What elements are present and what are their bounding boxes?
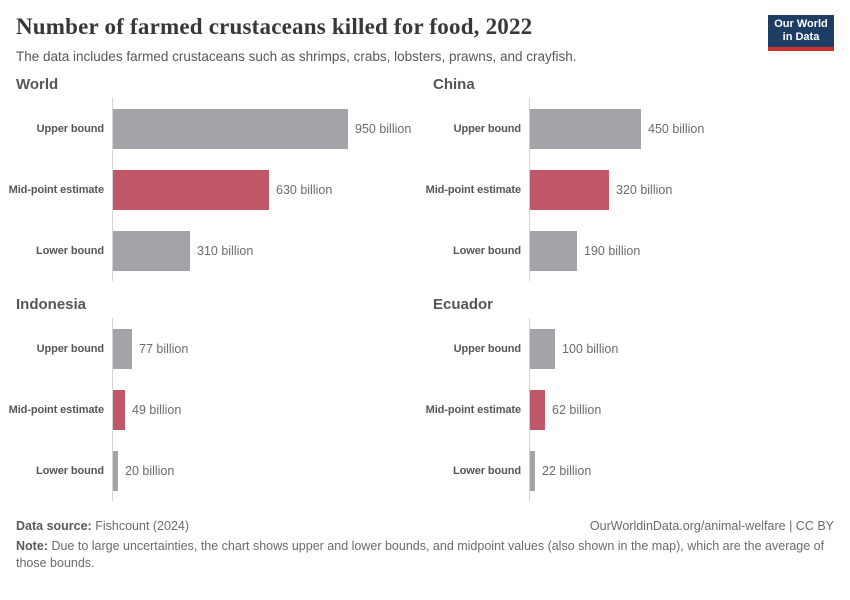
- upper-bound-bar: [530, 328, 555, 369]
- value-label: 22 billion: [542, 463, 592, 478]
- facet-grid: World Upper bound 950 billion Mid-point …: [9, 76, 834, 501]
- chart-panel-world: World Upper bound 950 billion Mid-point …: [9, 76, 417, 281]
- bar-plot-area: 62 billion: [529, 379, 834, 440]
- lower-bound-bar: [113, 230, 190, 271]
- bar-row: Mid-point estimate 49 billion: [9, 379, 417, 440]
- value-label: 62 billion: [552, 402, 602, 417]
- bar-row: Mid-point estimate 62 billion: [426, 379, 834, 440]
- panel-title-china: China: [433, 76, 475, 93]
- bar-row: Upper bound 450 billion: [433, 98, 834, 159]
- bar-row: Upper bound 950 billion: [16, 98, 417, 159]
- lower-bound-bar: [113, 450, 118, 491]
- bar-label: Mid-point estimate: [425, 403, 521, 416]
- bar-row: Lower bound 190 billion: [433, 220, 834, 281]
- bar-plot-area: 190 billion: [529, 220, 834, 281]
- value-label: 310 billion: [197, 243, 254, 258]
- value-label: 20 billion: [125, 463, 175, 478]
- value-label: 450 billion: [648, 121, 705, 136]
- bar-row: Lower bound 310 billion: [16, 220, 417, 281]
- bar-row: Mid-point estimate 630 billion: [9, 159, 417, 220]
- bar-label: Lower bound: [36, 464, 104, 477]
- midpoint-bar: [113, 389, 125, 430]
- bar-label: Lower bound: [453, 244, 521, 257]
- bar-plot-area: 450 billion: [529, 98, 834, 159]
- bar-label: Upper bound: [453, 342, 521, 355]
- bar-plot-area: 310 billion: [112, 220, 417, 281]
- bar-plot-area: 20 billion: [112, 440, 417, 501]
- bar-plot-area: 630 billion: [112, 159, 417, 220]
- bar-plot-area: 22 billion: [529, 440, 834, 501]
- bar-row: Upper bound 100 billion: [433, 318, 834, 379]
- value-label: 100 billion: [562, 341, 619, 356]
- bar-plot-area: 77 billion: [112, 318, 417, 379]
- owid-logo: Our World in Data: [768, 15, 834, 51]
- bar-label: Upper bound: [453, 122, 521, 135]
- bar-row: Lower bound 22 billion: [433, 440, 834, 501]
- owid-logo-line1: Our World: [774, 18, 828, 30]
- chart-panel-indonesia: Indonesia Upper bound 77 billion Mid-poi…: [9, 296, 417, 501]
- midpoint-bar: [530, 389, 545, 430]
- chart-note: Note: Due to large uncertainties, the ch…: [16, 538, 834, 572]
- bar-label: Mid-point estimate: [8, 403, 104, 416]
- panel-title-world: World: [16, 76, 59, 93]
- note-label: Note:: [16, 539, 48, 553]
- bar-row: Lower bound 20 billion: [16, 440, 417, 501]
- panel-title-indonesia: Indonesia: [16, 296, 87, 313]
- data-source: Data source: Fishcount (2024): [16, 519, 189, 533]
- upper-bound-bar: [113, 328, 132, 369]
- value-label: 320 billion: [616, 182, 673, 197]
- bar-label: Lower bound: [36, 244, 104, 257]
- panel-title-ecuador: Ecuador: [433, 296, 494, 313]
- owid-logo-line2: in Data: [782, 31, 820, 43]
- chart-panel-china: China Upper bound 450 billion Mid-point …: [426, 76, 834, 281]
- data-source-value: Fishcount (2024): [95, 519, 190, 533]
- value-label: 77 billion: [139, 341, 189, 356]
- value-label: 630 billion: [276, 182, 333, 197]
- value-label: 950 billion: [355, 121, 412, 136]
- upper-bound-bar: [530, 108, 641, 149]
- owid-url-link[interactable]: OurWorldinData.org/animal-welfare | CC B…: [589, 519, 834, 533]
- upper-bound-bar: [113, 108, 348, 149]
- bar-label: Upper bound: [36, 122, 104, 135]
- bar-label: Mid-point estimate: [425, 183, 521, 196]
- bar-label: Lower bound: [453, 464, 521, 477]
- lower-bound-bar: [530, 450, 535, 491]
- bar-label: Mid-point estimate: [8, 183, 104, 196]
- chart-footer: Data source: Fishcount (2024) OurWorldin…: [16, 519, 834, 572]
- midpoint-bar: [530, 169, 609, 210]
- lower-bound-bar: [530, 230, 577, 271]
- value-label: 49 billion: [132, 402, 182, 417]
- bar-row: Mid-point estimate 320 billion: [426, 159, 834, 220]
- bar-plot-area: 320 billion: [529, 159, 834, 220]
- midpoint-bar: [113, 169, 269, 210]
- bar-row: Upper bound 77 billion: [16, 318, 417, 379]
- data-source-label: Data source:: [16, 519, 92, 533]
- bar-plot-area: 950 billion: [112, 98, 417, 159]
- bar-plot-area: 100 billion: [529, 318, 834, 379]
- page-title: Number of farmed crustaceans killed for …: [16, 14, 533, 39]
- bar-plot-area: 49 billion: [112, 379, 417, 440]
- note-text: Due to large uncertainties, the chart sh…: [16, 539, 825, 570]
- value-label: 190 billion: [584, 243, 641, 258]
- bar-label: Upper bound: [36, 342, 104, 355]
- chart-panel-ecuador: Ecuador Upper bound 100 billion Mid-poin…: [426, 296, 834, 501]
- page-subtitle: The data includes farmed crustaceans suc…: [16, 49, 577, 64]
